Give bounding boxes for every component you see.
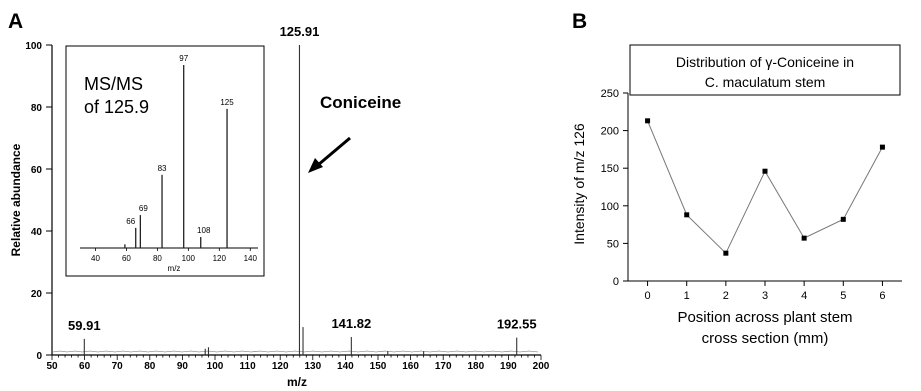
main-x-tick-label: 130 bbox=[304, 361, 321, 372]
main-peak-label: 59.91 bbox=[68, 318, 101, 333]
b-data-point bbox=[645, 118, 651, 124]
b-data-point bbox=[762, 168, 768, 174]
b-x-tick-label: 4 bbox=[801, 290, 807, 302]
main-x-tick-label: 80 bbox=[144, 361, 156, 372]
inset-title-line2: of 125.9 bbox=[84, 97, 149, 117]
b-data-point bbox=[840, 216, 846, 222]
main-x-tick-label: 170 bbox=[435, 361, 452, 372]
panel-b: B Distribution of γ-Coniceine in C. macu… bbox=[571, 10, 902, 347]
panel-b-title-box bbox=[629, 44, 901, 96]
b-y-tick-label: 100 bbox=[601, 201, 619, 213]
panel-label-a: A bbox=[8, 10, 23, 33]
main-y-axis-label: Relative abundance bbox=[9, 143, 23, 256]
inset-x-tick-label: 40 bbox=[91, 254, 100, 263]
coniceine-arrow bbox=[308, 136, 351, 173]
panel-a: A 0 20 40 60 80 100 50 60 70 80 90 100 110 120 130 140… bbox=[8, 10, 550, 389]
b-x-ticks: 0 1 2 3 4 5 6 bbox=[645, 281, 885, 302]
main-x-ticks: 50 60 70 80 90 100 110 120 130 140 150 160 170 180 190… bbox=[46, 355, 550, 372]
b-data-point bbox=[801, 235, 807, 241]
main-y-tick-label: 100 bbox=[25, 41, 42, 52]
b-x-axis-label-line1: Position across plant stem bbox=[677, 309, 852, 326]
inset-x-axis-label: m/z bbox=[168, 264, 181, 273]
main-y-ticks: 0 20 40 60 80 100 bbox=[25, 41, 52, 362]
main-x-tick-label: 90 bbox=[177, 361, 189, 372]
main-peak-label: 192.55 bbox=[497, 317, 537, 332]
panel-b-title-line1: Distribution of γ-Coniceine in bbox=[676, 54, 854, 70]
b-x-tick-label: 5 bbox=[840, 290, 846, 302]
inset-peak-labels: 66 69 83 97 108 125 bbox=[126, 54, 234, 235]
main-x-tick-label: 140 bbox=[337, 361, 354, 372]
b-series-line bbox=[647, 120, 883, 255]
b-x-tick-label: 1 bbox=[684, 290, 690, 302]
main-y-tick-label: 60 bbox=[31, 165, 43, 176]
main-x-tick-label: 190 bbox=[500, 361, 517, 372]
panel-b-title-line2: C. maculatum stem bbox=[705, 74, 826, 90]
main-x-tick-label: 110 bbox=[240, 361, 257, 372]
main-x-tick-label: 50 bbox=[46, 361, 58, 372]
main-x-tick-label: 180 bbox=[467, 361, 484, 372]
main-x-tick-label: 100 bbox=[207, 361, 224, 372]
b-series-points bbox=[645, 118, 885, 256]
b-data-point bbox=[879, 144, 885, 150]
b-x-axis-label-line2: cross section (mm) bbox=[702, 330, 829, 347]
main-x-tick-label: 60 bbox=[79, 361, 91, 372]
b-x-tick-label: 3 bbox=[762, 290, 768, 302]
inset-peak-label: 83 bbox=[158, 164, 167, 173]
main-peak-label: 141.82 bbox=[331, 316, 371, 331]
inset-x-tick-label: 60 bbox=[122, 254, 131, 263]
b-x-tick-label: 0 bbox=[645, 290, 651, 302]
inset-x-tick-label: 120 bbox=[213, 254, 227, 263]
inset-x-ticks: 40 60 80 100 120 140 bbox=[91, 248, 257, 263]
coniceine-annotation: Coniceine bbox=[320, 93, 401, 112]
main-y-tick-label: 20 bbox=[31, 289, 43, 300]
b-y-tick-label: 50 bbox=[607, 238, 619, 250]
inset-x-tick-label: 80 bbox=[153, 254, 162, 263]
main-y-tick-label: 0 bbox=[36, 351, 42, 362]
main-peak-labels: 125.91 59.91 141.82 192.55 bbox=[68, 24, 537, 333]
main-x-tick-label: 160 bbox=[402, 361, 419, 372]
main-peak-label: 125.91 bbox=[280, 24, 320, 39]
main-y-tick-label: 80 bbox=[31, 103, 43, 114]
inset-peaks bbox=[124, 65, 228, 248]
main-y-tick-label: 40 bbox=[31, 227, 43, 238]
main-x-tick-label: 150 bbox=[370, 361, 387, 372]
b-data-point bbox=[723, 250, 729, 256]
b-y-axis-label: Intensity of m/z 126 bbox=[571, 123, 587, 245]
inset-peak-label: 108 bbox=[197, 226, 211, 235]
b-y-tick-label: 250 bbox=[601, 88, 619, 100]
main-x-tick-label: 70 bbox=[112, 361, 124, 372]
b-y-ticks: 0 50 100 150 200 250 bbox=[601, 88, 628, 288]
inset-peak-label: 125 bbox=[220, 98, 234, 107]
main-x-tick-label: 120 bbox=[272, 361, 289, 372]
b-y-tick-label: 0 bbox=[613, 276, 619, 288]
b-x-tick-label: 2 bbox=[723, 290, 729, 302]
b-x-tick-label: 6 bbox=[879, 290, 885, 302]
main-x-axis-label: m/z bbox=[287, 375, 307, 389]
inset-peak-label: 66 bbox=[126, 217, 135, 226]
inset-peak-label: 97 bbox=[179, 54, 188, 63]
inset-x-tick-label: 100 bbox=[182, 254, 196, 263]
b-data-point bbox=[684, 212, 690, 218]
main-x-tick-label: 200 bbox=[533, 361, 550, 372]
inset-title-line1: MS/MS bbox=[84, 74, 143, 94]
inset-peak-label: 69 bbox=[139, 204, 148, 213]
b-y-tick-label: 150 bbox=[601, 163, 619, 175]
panel-label-b: B bbox=[572, 10, 587, 33]
main-spectrum-peaks bbox=[83, 45, 518, 355]
inset-chart: MS/MS of 125.9 40 60 80 100 120 140 m/z 66 69 8… bbox=[65, 45, 265, 277]
baseline-noise bbox=[52, 350, 539, 353]
b-y-tick-label: 200 bbox=[601, 126, 619, 138]
inset-x-tick-label: 140 bbox=[244, 254, 258, 263]
inset-frame bbox=[65, 45, 265, 277]
